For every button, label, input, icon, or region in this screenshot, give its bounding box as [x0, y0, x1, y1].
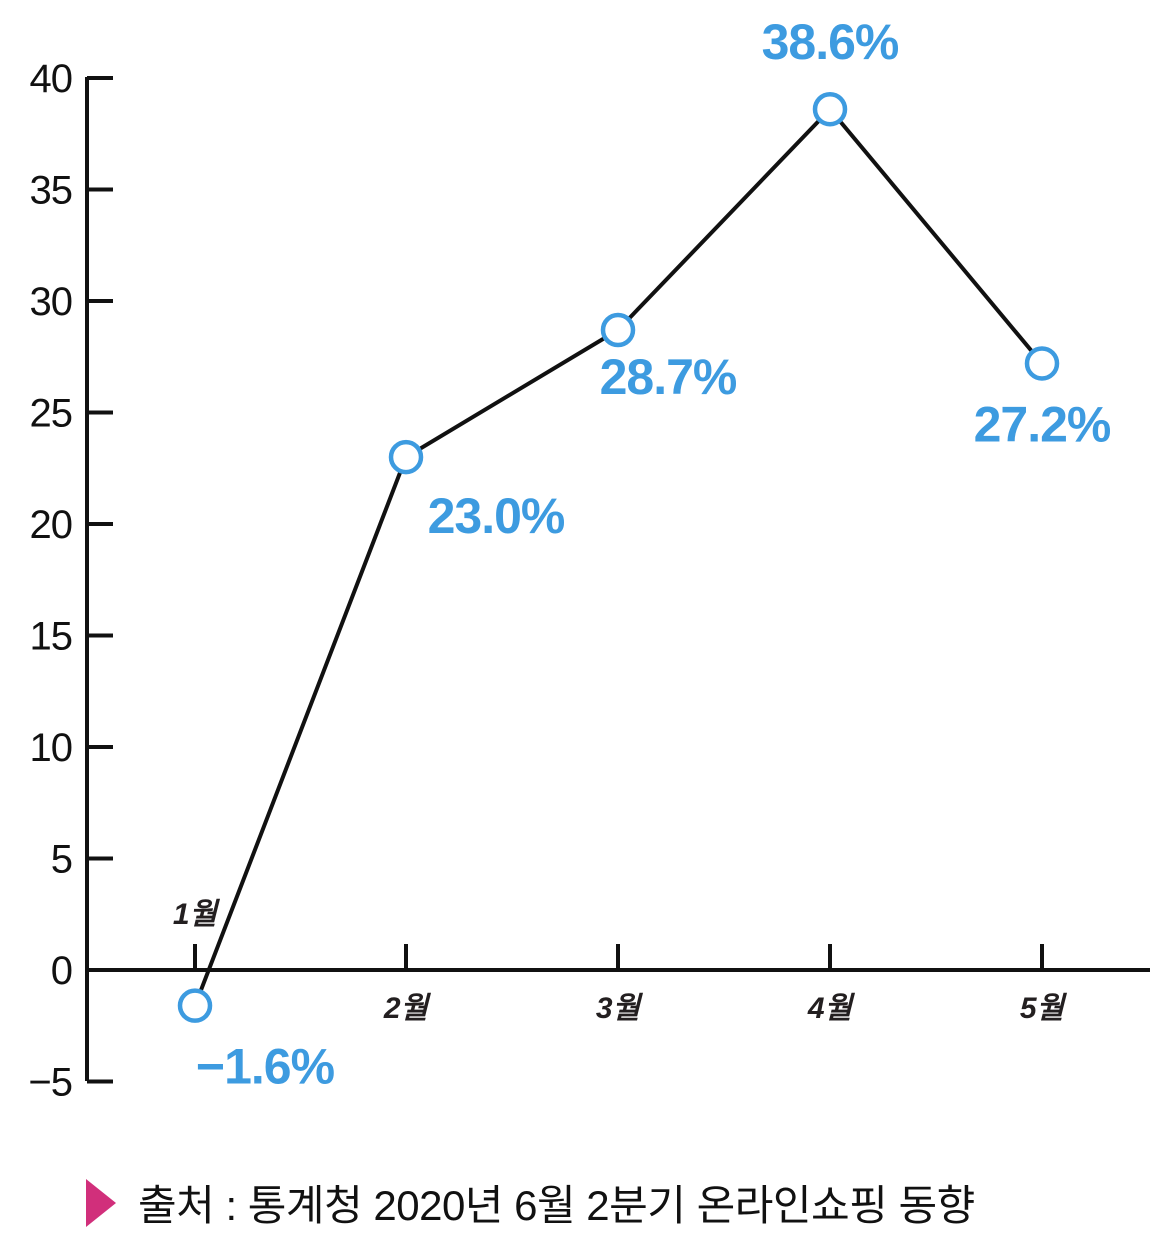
line-chart: 40 35 30 25 20 15 10 5 0 −5 1월 2월 3월 4월 5월 −1.6% 23.0%… [28, 14, 1150, 1105]
y-ticks: 40 35 30 25 20 15 10 5 0 −5 [28, 57, 113, 1105]
series-line-group [193, 106, 1044, 1007]
data-label: 23.0% [428, 488, 565, 544]
source-triangle-icon [86, 1178, 116, 1227]
markers-group [177, 91, 1060, 1023]
y-tick-label: 25 [30, 392, 73, 436]
series-line [193, 106, 1044, 1007]
data-point [812, 91, 848, 127]
x-tick-label: 4월 [807, 992, 856, 1025]
y-tick-label: 30 [30, 280, 73, 324]
x-tick-label: 2월 [383, 992, 432, 1025]
y-tick-label: −5 [28, 1061, 72, 1105]
data-point [177, 988, 213, 1023]
y-tick-label: 0 [51, 949, 72, 993]
data-point [388, 439, 424, 475]
y-tick-label: 40 [30, 57, 73, 101]
y-tick-label: 35 [30, 169, 73, 213]
data-point [600, 312, 636, 348]
y-tick-label: 15 [30, 615, 73, 659]
data-label: 38.6% [762, 14, 899, 70]
y-tick-label: 5 [51, 838, 72, 882]
data-label: 28.7% [600, 349, 737, 405]
data-label: 27.2% [974, 396, 1111, 452]
data-label: −1.6% [196, 1039, 335, 1095]
x-tick-label: 3월 [596, 992, 644, 1025]
x-tick-label: 1월 [173, 898, 221, 931]
data-point [1024, 346, 1060, 381]
y-tick-label: 20 [30, 503, 73, 547]
x-tick-label: 5월 [1020, 992, 1068, 1025]
x-ticks: 1월 2월 3월 4월 5월 [173, 898, 1068, 1025]
source-note: 출처 : 통계청 2020년 6월 2분기 온라인쇼핑 동향 [86, 1172, 975, 1233]
y-tick-label: 10 [30, 726, 73, 770]
data-labels-group: −1.6% 23.0% 28.7% 38.6% 27.2% [196, 14, 1112, 1095]
source-text: 출처 : 통계청 2020년 6월 2분기 온라인쇼핑 동향 [138, 1182, 975, 1229]
